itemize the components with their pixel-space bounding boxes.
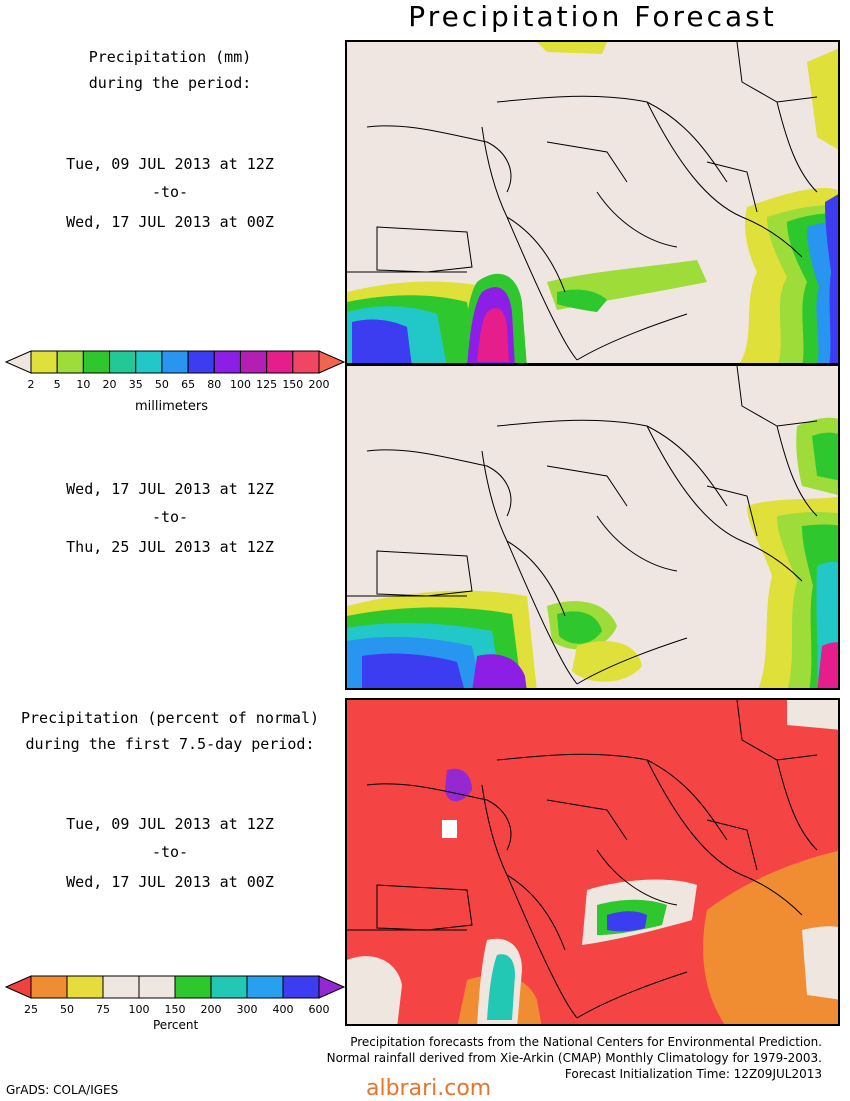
legend-pct-swatch [66,975,104,999]
legend-mm-swatch [266,350,294,374]
page-title: Precipitation Forecast [408,0,777,33]
legend-mm-tick-label: 65 [181,378,196,391]
legend-pct-arrow-low [5,975,32,999]
panel3-end-date: Wed, 17 JUL 2013 at 00Z [66,873,274,891]
panel2-start-date: Wed, 17 JUL 2013 at 12Z [66,480,274,498]
legend-pct-bar [5,975,345,999]
legend-mm-swatch [109,350,137,374]
panel3-start-date: Tue, 09 JUL 2013 at 12Z [66,815,274,833]
watermark-text: albrari.com [366,1076,492,1101]
panel3-separator: -to- [151,843,189,861]
legend-pct-swatch [246,975,284,999]
legend-mm-tick-label: 200 [308,378,330,391]
legend-pct-swatch [210,975,248,999]
legend-pct-tick-label: 150 [164,1003,186,1016]
legend-mm-swatch [239,350,268,374]
legend-mm-swatch [56,350,84,374]
panel1-end-date: Wed, 17 JUL 2013 at 00Z [66,213,274,231]
legend-mm-swatch [82,350,111,374]
panel1-separator: -to- [151,183,189,201]
footer-line3: Forecast Initialization Time: 12Z09JUL20… [564,1067,822,1081]
legend-mm-swatch [187,350,215,374]
legend-pct-arrow-high [318,975,345,999]
legend-mm-tick-label: 50 [154,378,169,391]
legend-pct-tick-label: 200 [200,1003,222,1016]
legend-pct-swatch [138,975,176,999]
legend-mm-tick-label: 150 [282,378,304,391]
legend-pct-tick-label: 50 [60,1003,74,1016]
footer-line2: Normal rainfall derived from Xie-Arkin (… [326,1051,822,1065]
legend-pct-swatch [174,975,212,999]
legend-pct-tick-label: 600 [308,1003,330,1016]
legend-mm-tick-label: 5 [53,378,61,391]
legend-pct-tick-label: 300 [236,1003,258,1016]
legend-pct-tick-label: 75 [96,1003,110,1016]
legend-mm-tick-label: 2 [27,378,35,391]
panel3-heading-line2: during the first 7.5-day period: [25,735,315,753]
map-precip-week2 [345,364,840,690]
legend-pct-swatch [30,975,68,999]
panel1-heading-line1: Precipitation (mm) [88,48,252,66]
legend-percent: 25 50 75 100 150 200 300 400 600 Percent [5,975,345,1035]
legend-mm-tick-label: 20 [102,378,117,391]
legend-pct-tick-label: 100 [128,1003,150,1016]
legend-pct-tick-label: 400 [272,1003,294,1016]
legend-mm-tick-label: 100 [229,378,251,391]
legend-mm-tick-label: 10 [76,378,91,391]
map-percent-normal [345,698,840,1026]
legend-mm-swatch [161,350,189,374]
legend-pct-swatch [282,975,320,999]
legend-mm-tick-label: 35 [128,378,143,391]
panel1-heading-line2: during the period: [88,74,252,92]
legend-mm-tick-label: 125 [256,378,278,391]
legend-mm-swatch [135,350,163,374]
panel2-end-date: Thu, 25 JUL 2013 at 12Z [66,538,274,556]
legend-mm-swatch [213,350,241,374]
panel2-separator: -to- [151,508,189,526]
panel1-start-date: Tue, 09 JUL 2013 at 12Z [66,155,274,173]
legend-mm-tick-label: 80 [207,378,222,391]
panel3-heading-line1: Precipitation (percent of normal) [20,709,319,727]
legend-mm-swatch [292,350,320,374]
map-precip-week1 [345,40,840,365]
legend-mm-bar [5,350,345,374]
legend-mm-unit: millimeters [135,399,208,414]
legend-pct-unit: Percent [153,1018,199,1032]
legend-mm-arrow-low [5,350,32,374]
footer-line1: Precipitation forecasts from the Nationa… [350,1035,822,1049]
legend-pct-tick-label: 25 [24,1003,38,1016]
legend-millimeters: 2 5 10 20 35 50 65 80 100 125 150 200 millimeters [5,350,345,425]
legend-mm-arrow-high [318,350,345,374]
legend-mm-swatch [30,350,58,374]
grads-credit: GrADS: COLA/IGES [6,1083,119,1097]
footer-notes: Precipitation forecasts from the Nationa… [327,1034,822,1082]
legend-pct-swatch [102,975,140,999]
